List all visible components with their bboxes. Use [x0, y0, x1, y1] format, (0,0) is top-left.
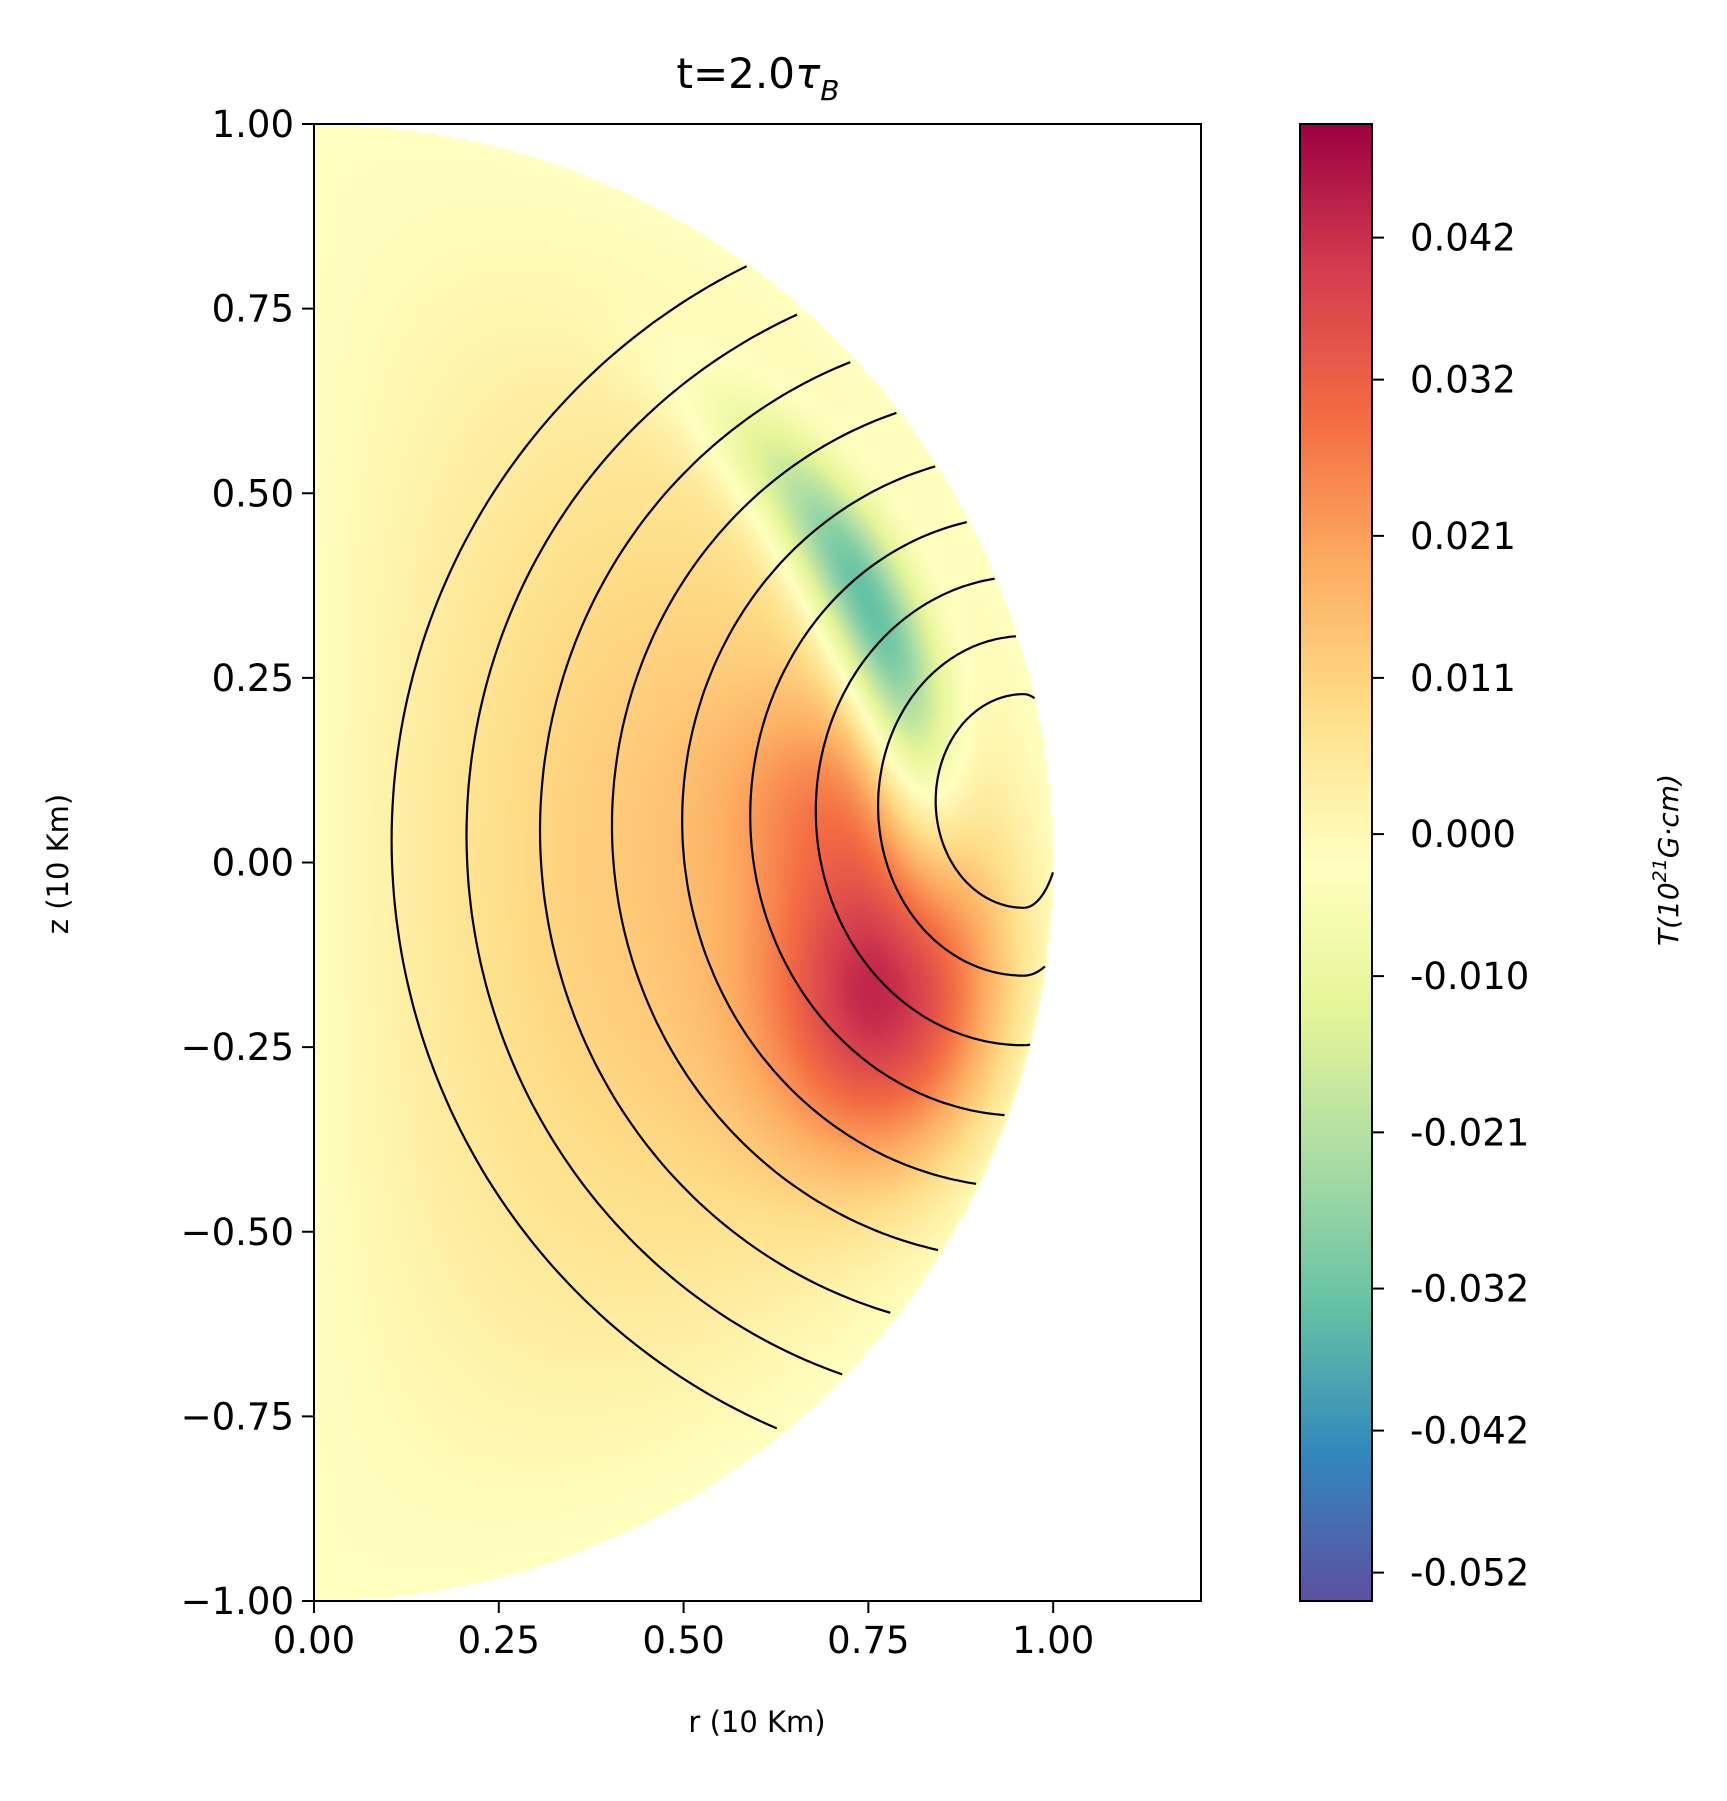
colorbar-tick-label: 0.042: [1410, 217, 1516, 260]
colorbar-tick-label: -0.052: [1410, 1552, 1529, 1595]
heatmap-field: [314, 124, 1201, 1601]
contour-line: [681, 465, 977, 1185]
y-tick-label: −0.25: [181, 1026, 294, 1069]
colorbar-ticks: 0.042 0.032 0.021 0.011 0.000 -0.010 -0.021 -0.…: [1372, 217, 1529, 1595]
y-tick-label: 0.75: [212, 288, 294, 331]
chart-title: t=2.0τB: [677, 49, 840, 107]
contour-line: [877, 635, 1046, 977]
contour-line: [538, 361, 891, 1314]
y-tick-label: −0.50: [181, 1211, 294, 1254]
y-tick-label: −1.00: [181, 1580, 294, 1623]
contour-line: [814, 577, 1031, 1047]
x-tick-label: 0.75: [827, 1619, 909, 1662]
contour-line: [390, 265, 778, 1430]
y-tick-label: 0.50: [212, 472, 294, 515]
field-line-contours: [390, 265, 1055, 1430]
y-axis-ticks: 1.00 0.75 0.50 0.25 0.00 −0.25 −0.50 −0.75 −1.00: [181, 103, 314, 1623]
contour-line: [465, 313, 843, 1376]
colorbar-tick-label: 0.000: [1410, 813, 1516, 856]
colorbar-label: T(1021G·cm): [1649, 774, 1685, 946]
contour-line: [934, 693, 1055, 909]
colorbar-tick-label: 0.011: [1410, 657, 1516, 700]
x-tick-label: 1.00: [1012, 1619, 1094, 1662]
colorbar-gradient: [1300, 124, 1372, 1601]
y-axis-label: z (10 Km): [41, 794, 75, 934]
contour-line: [610, 411, 939, 1252]
y-tick-label: 1.00: [212, 103, 294, 146]
contour-line: [749, 521, 1005, 1117]
y-tick-label: 0.00: [212, 842, 294, 885]
y-tick-label: 0.25: [212, 657, 294, 700]
colorbar-tick-label: -0.021: [1410, 1111, 1529, 1154]
x-tick-label: 0.50: [642, 1619, 724, 1662]
colorbar-tick-label: 0.032: [1410, 359, 1516, 402]
colorbar-frame: [1299, 123, 1373, 1602]
x-tick-label: 0.25: [458, 1619, 540, 1662]
colorbar-tick-label: 0.021: [1410, 515, 1516, 558]
colorbar-tick-label: -0.042: [1410, 1410, 1529, 1453]
x-axis-label: r (10 Km): [688, 1705, 825, 1739]
x-tick-label: 0.00: [273, 1619, 355, 1662]
x-axis-ticks: 0.00 0.25 0.50 0.75 1.00: [273, 1601, 1094, 1662]
y-tick-label: −0.75: [181, 1395, 294, 1438]
colorbar-tick-label: -0.032: [1410, 1268, 1529, 1311]
colorbar-tick-label: -0.010: [1410, 955, 1529, 998]
